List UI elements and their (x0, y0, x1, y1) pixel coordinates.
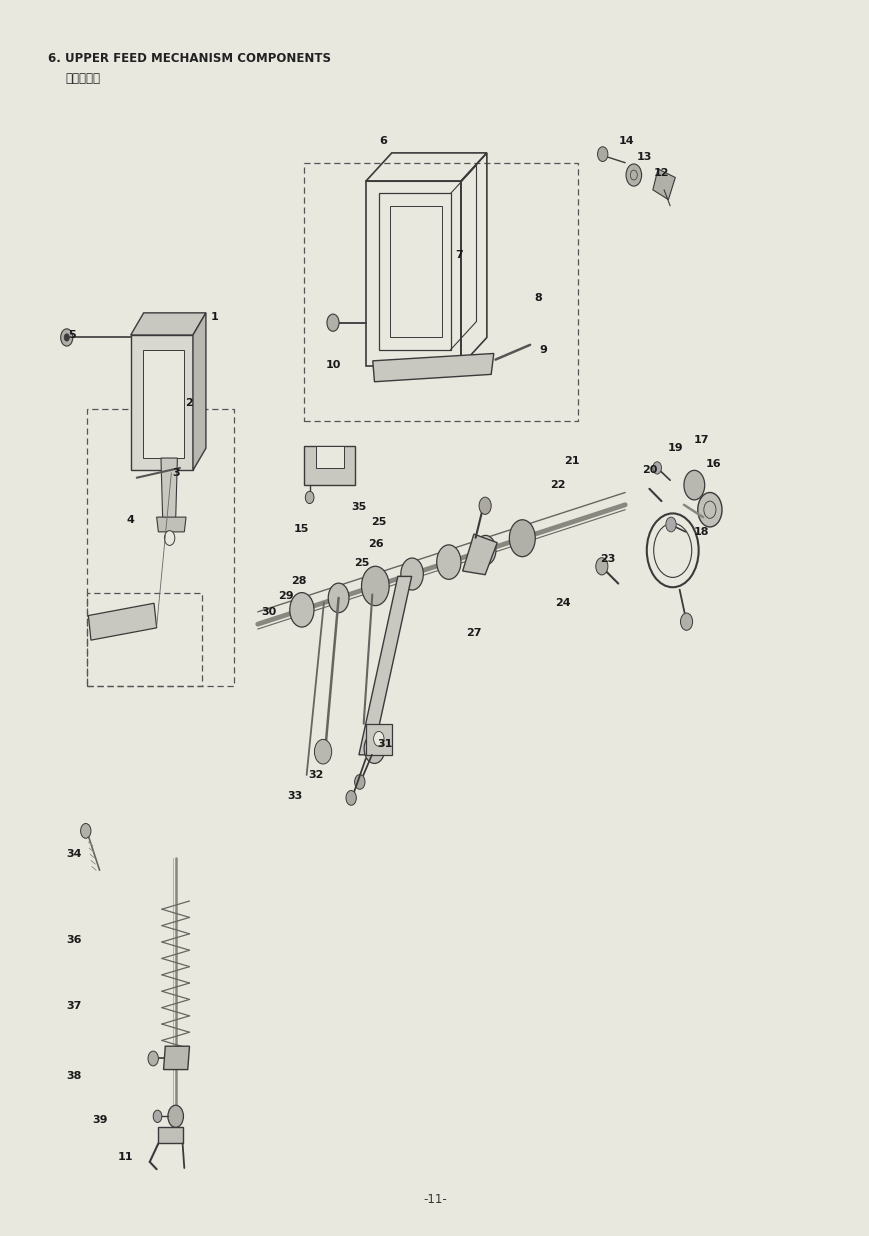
Polygon shape (156, 517, 186, 531)
Polygon shape (462, 534, 497, 575)
Polygon shape (652, 169, 674, 200)
Text: 18: 18 (693, 527, 708, 536)
Text: 13: 13 (636, 152, 651, 162)
Text: 29: 29 (277, 591, 293, 601)
Circle shape (595, 557, 607, 575)
Text: 39: 39 (92, 1115, 107, 1125)
Circle shape (314, 739, 331, 764)
Circle shape (697, 492, 721, 527)
Circle shape (364, 734, 384, 764)
Circle shape (164, 530, 175, 545)
Bar (303, 163, 577, 421)
Polygon shape (366, 724, 391, 755)
Text: 4: 4 (127, 514, 135, 524)
Polygon shape (89, 603, 156, 640)
Text: 5: 5 (68, 330, 76, 340)
Text: 28: 28 (290, 576, 306, 586)
Circle shape (153, 1110, 162, 1122)
Circle shape (327, 314, 339, 331)
Text: 27: 27 (466, 628, 481, 638)
Text: 2: 2 (184, 398, 192, 408)
Bar (88, 593, 202, 686)
Text: 35: 35 (351, 502, 366, 512)
Text: 15: 15 (293, 524, 308, 534)
Text: 26: 26 (368, 539, 383, 549)
Circle shape (683, 471, 704, 499)
Circle shape (373, 732, 383, 747)
Text: 37: 37 (66, 1001, 82, 1011)
Text: 25: 25 (354, 557, 368, 567)
Circle shape (626, 164, 640, 187)
Polygon shape (163, 1046, 189, 1069)
Circle shape (653, 523, 691, 577)
Bar (88, 409, 234, 686)
Text: 16: 16 (705, 460, 720, 470)
Circle shape (346, 791, 356, 806)
Text: 6: 6 (379, 136, 387, 146)
Text: 38: 38 (66, 1070, 82, 1080)
Text: 6. UPPER FEED MECHANISM COMPONENTS: 6. UPPER FEED MECHANISM COMPONENTS (48, 52, 330, 66)
Text: 12: 12 (653, 168, 668, 178)
Circle shape (362, 566, 388, 606)
Text: 3: 3 (172, 467, 179, 478)
Text: 10: 10 (325, 360, 341, 370)
Text: 31: 31 (377, 738, 392, 749)
Polygon shape (359, 576, 411, 755)
Circle shape (355, 775, 365, 790)
Polygon shape (193, 313, 206, 471)
Text: 34: 34 (66, 849, 82, 859)
Text: 14: 14 (619, 136, 634, 146)
Circle shape (597, 147, 607, 162)
Circle shape (508, 520, 534, 556)
Polygon shape (303, 446, 355, 485)
Circle shape (305, 491, 314, 503)
Text: 11: 11 (117, 1152, 133, 1162)
Text: 17: 17 (693, 435, 708, 445)
Circle shape (401, 557, 423, 590)
Polygon shape (315, 446, 344, 468)
Polygon shape (130, 313, 206, 335)
Text: 23: 23 (600, 554, 615, 564)
Text: 24: 24 (554, 598, 570, 608)
Circle shape (328, 583, 348, 613)
Text: 32: 32 (308, 770, 323, 780)
Circle shape (148, 1051, 158, 1065)
Text: -11-: -11- (422, 1193, 447, 1206)
Text: 19: 19 (667, 444, 682, 454)
Text: 9: 9 (539, 345, 547, 355)
Circle shape (168, 1105, 183, 1127)
Circle shape (474, 535, 495, 565)
Text: 33: 33 (287, 791, 302, 801)
Circle shape (652, 462, 660, 475)
Text: 上送り関係: 上送り関係 (65, 72, 100, 85)
Text: 7: 7 (454, 250, 462, 260)
Polygon shape (143, 350, 184, 459)
Text: 36: 36 (66, 936, 82, 946)
Text: 25: 25 (371, 517, 386, 527)
Text: 21: 21 (563, 456, 579, 466)
Circle shape (665, 517, 675, 531)
Polygon shape (378, 194, 450, 350)
Text: 8: 8 (534, 293, 542, 303)
Polygon shape (158, 1127, 182, 1143)
Polygon shape (372, 353, 494, 382)
Text: 22: 22 (549, 480, 565, 491)
Circle shape (81, 823, 91, 838)
Circle shape (479, 497, 491, 514)
Circle shape (436, 545, 461, 580)
Polygon shape (161, 459, 177, 519)
Polygon shape (130, 335, 193, 471)
Circle shape (61, 329, 73, 346)
Circle shape (64, 334, 70, 341)
Text: 30: 30 (261, 607, 276, 617)
Circle shape (680, 613, 692, 630)
Text: 1: 1 (210, 311, 218, 321)
Circle shape (289, 592, 314, 627)
Text: 20: 20 (641, 465, 656, 476)
